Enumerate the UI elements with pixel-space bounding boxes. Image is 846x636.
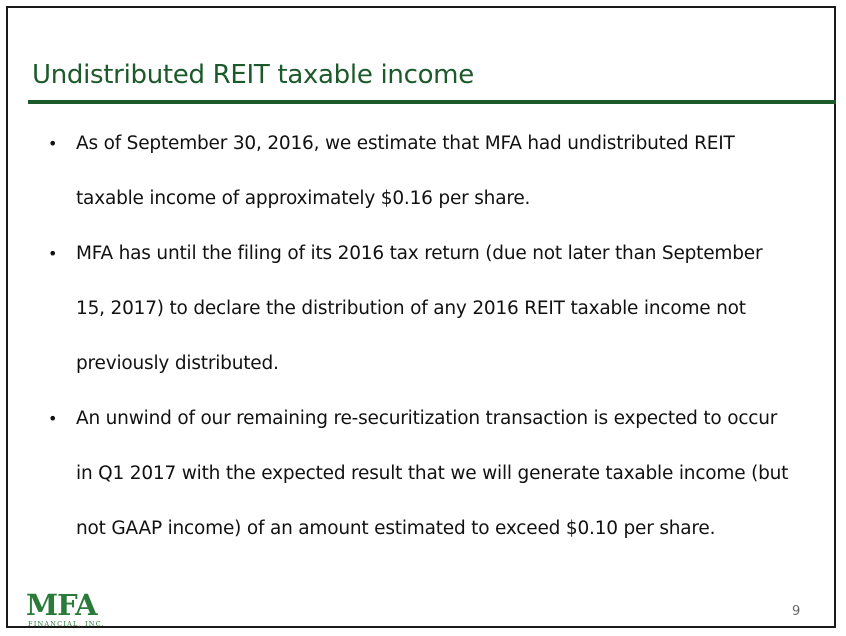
slide: Undistributed REIT taxable income • As o… xyxy=(6,6,836,628)
bullet-line: taxable income of approximately $0.16 pe… xyxy=(76,188,531,209)
slide-title: Undistributed REIT taxable income xyxy=(32,60,474,90)
bullet-line: An unwind of our remaining re-securitiza… xyxy=(76,408,778,429)
bullet-icon: • xyxy=(48,134,58,153)
title-divider xyxy=(28,100,836,104)
bullet-icon: • xyxy=(48,409,58,428)
bullet-item: • An unwind of our remaining re-securiti… xyxy=(30,391,820,556)
bullet-line: previously distributed. xyxy=(76,353,279,374)
page-number: 9 xyxy=(792,604,801,619)
bullet-line: in Q1 2017 with the expected result that… xyxy=(76,463,789,484)
logo-subtitle: FINANCIAL, INC. xyxy=(28,620,105,628)
company-logo: MFA FINANCIAL, INC. xyxy=(26,590,126,630)
bullet-icon: • xyxy=(48,244,58,263)
bullet-list: • As of September 30, 2016, we estimate … xyxy=(30,116,820,556)
bullet-line: not GAAP income) of an amount estimated … xyxy=(76,518,716,539)
bullet-item: • As of September 30, 2016, we estimate … xyxy=(30,116,820,226)
bullet-line: 15, 2017) to declare the distribution of… xyxy=(76,298,746,319)
bullet-item: • MFA has until the filing of its 2016 t… xyxy=(30,226,820,391)
logo-mark: MFA xyxy=(26,588,97,622)
bullet-line: MFA has until the filing of its 2016 tax… xyxy=(76,243,763,264)
bullet-line: As of September 30, 2016, we estimate th… xyxy=(76,133,735,154)
